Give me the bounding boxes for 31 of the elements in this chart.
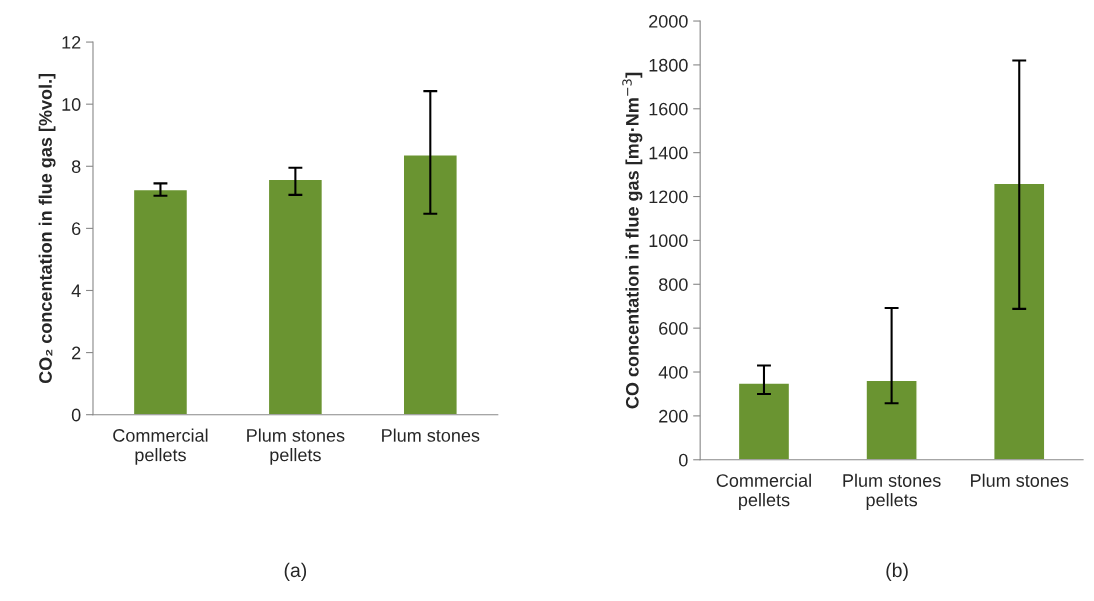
y-tick-label: 200	[659, 409, 688, 423]
y-tick-label: 800	[659, 278, 688, 291]
y-tick-label: 1000	[649, 234, 688, 248]
text: (b)	[886, 562, 908, 581]
text: (a)	[284, 562, 307, 581]
bar	[993, 182, 1046, 460]
y-tick-label: 600	[659, 322, 688, 335]
x-tick-label: Plum stones	[971, 473, 1069, 487]
y-tick-label: 1200	[649, 190, 688, 204]
y-tick-label: 1400	[649, 146, 688, 160]
y-tick-label: 6	[72, 222, 81, 236]
y-tick-label: 1600	[649, 102, 688, 116]
y-tick-label: 2000	[649, 14, 688, 28]
y-tick-label: 8	[71, 160, 81, 173]
bar	[865, 379, 918, 460]
y-axis-title: CO₂ concentation in flue gas [%vol.]	[38, 73, 56, 384]
y-tick-label: 1800	[649, 58, 688, 72]
y-tick-label: 2	[72, 346, 81, 360]
bar	[737, 382, 791, 460]
x-tick-label: Plum stones pellets	[247, 428, 345, 465]
y-tick-label: 0	[679, 453, 688, 467]
x-tick-label: Plum stones pellets	[843, 473, 941, 510]
x-tick-label: Commercial pellets	[716, 473, 811, 510]
y-tick-label: 10	[62, 98, 81, 111]
y-tick-label: 4	[71, 284, 81, 298]
y-tick-label: 12	[62, 36, 81, 49]
y-tick-label: 400	[658, 365, 688, 379]
y-axis-title: CO concentation in flue gas [mg·Nm$^{−3}$]	[622, 72, 643, 409]
x-tick-label: Plum stones	[382, 428, 480, 442]
y-tick-label: 0	[71, 408, 81, 422]
x-tick-label: Commercial pellets	[113, 428, 208, 465]
